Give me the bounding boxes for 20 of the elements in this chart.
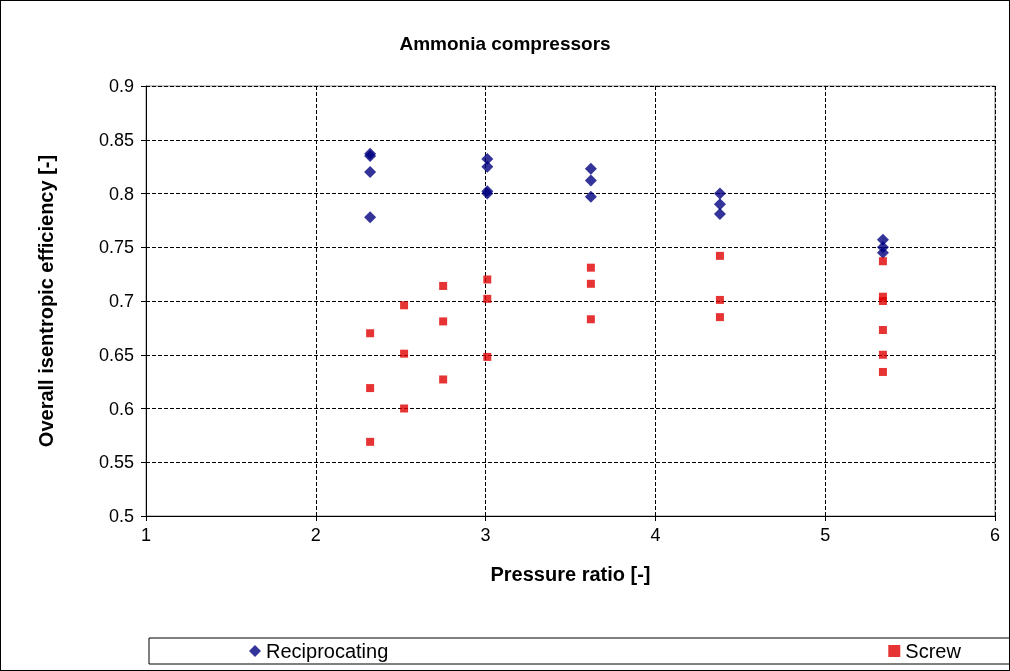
legend-label: Reciprocating (266, 640, 389, 662)
y-tick-label: 0.75 (98, 237, 134, 258)
y-tick-label: 0.85 (98, 129, 134, 150)
legend-label: Screw (905, 640, 962, 662)
x-tick-label: 3 (480, 525, 491, 545)
y-tick-label: 0.5 (108, 506, 134, 526)
x-axis-title: Pressure ratio [-] (490, 563, 651, 585)
y-tick-label: 0.7 (108, 291, 134, 311)
x-tick-label: 5 (820, 525, 831, 545)
x-tick-label: 4 (650, 525, 661, 545)
y-tick-label: 0.8 (108, 183, 134, 204)
y-tick-label: 0.55 (98, 452, 134, 473)
y-tick-label: 0.9 (108, 76, 134, 96)
chart-title: Ammonia compressors (399, 33, 611, 54)
x-tick-label: 1 (140, 525, 152, 545)
x-tick-label: 6 (989, 525, 1001, 545)
y-tick-label: 0.65 (98, 344, 134, 365)
y-tick-label: 0.6 (108, 398, 134, 419)
y-axis-title: Overall isentropic efficiency [-] (35, 154, 57, 448)
x-tick-label: 2 (310, 525, 321, 545)
